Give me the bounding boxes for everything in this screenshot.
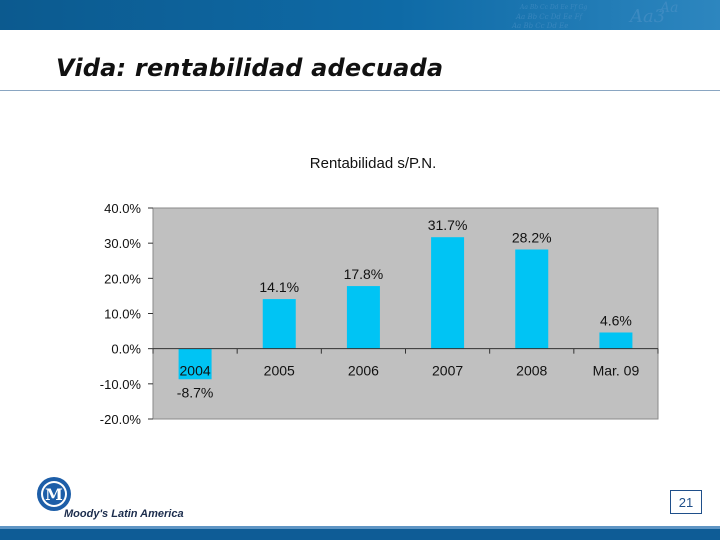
bar-2004 <box>178 348 212 380</box>
svg-text:Aa Bb Cc Dd Ee Ff: Aa Bb Cc Dd Ee Ff <box>515 13 583 21</box>
bar-2008 <box>515 249 549 349</box>
data-label: 31.7% <box>428 217 468 233</box>
y-tick-label: 40.0% <box>104 201 141 216</box>
data-label: 28.2% <box>512 229 552 245</box>
x-tick-label: 2008 <box>516 363 547 379</box>
y-tick-label: 20.0% <box>104 271 141 286</box>
svg-text:Aa: Aa <box>658 0 678 16</box>
svg-text:Aa3: Aa3 <box>628 6 665 27</box>
bottom-bar <box>0 526 720 540</box>
x-tick-label: 2004 <box>180 363 211 379</box>
moodys-logo: M <box>37 477 71 511</box>
y-tick-label: -10.0% <box>100 377 142 392</box>
svg-text:M: M <box>45 485 63 504</box>
data-label: -8.7% <box>177 384 214 400</box>
brand-name: Moody's Latin America <box>64 508 184 520</box>
x-tick-label: 2006 <box>348 363 379 379</box>
bar-mar-09 <box>599 332 633 349</box>
bar-2005 <box>262 299 296 349</box>
data-label: 14.1% <box>259 279 299 295</box>
data-label: 4.6% <box>600 312 632 328</box>
top-band: Aa Bb Cc Dd Ee Ff Gg Aa Bb Cc Dd Ee Ff A… <box>0 0 720 30</box>
slide-title: Vida: rentabilidad adecuada <box>56 54 444 82</box>
y-tick-label: 30.0% <box>104 236 141 251</box>
data-label: 17.8% <box>344 266 384 282</box>
bar-2006 <box>346 286 380 349</box>
svg-text:Aa Bb Cc Dd Ee Ff Gg: Aa Bb Cc Dd Ee Ff Gg <box>519 4 587 11</box>
y-tick-label: -20.0% <box>100 412 142 427</box>
page-number: 21 <box>670 490 702 514</box>
x-tick-label: 2007 <box>432 363 463 379</box>
plot-area <box>152 207 659 420</box>
chart-title: Rentabilidad s/P.N. <box>310 155 436 172</box>
bar-2007 <box>431 237 465 349</box>
y-tick-label: 10.0% <box>104 307 141 322</box>
x-tick-label: Mar. 09 <box>593 363 640 379</box>
svg-text:Aa Bb Cc Dd Ee: Aa Bb Cc Dd Ee <box>511 22 568 30</box>
title-divider <box>0 90 720 91</box>
typography-decoration: Aa Bb Cc Dd Ee Ff Gg Aa Bb Cc Dd Ee Ff A… <box>511 0 678 30</box>
y-tick-label: 0.0% <box>111 342 141 357</box>
x-tick-label: 2005 <box>264 363 295 379</box>
